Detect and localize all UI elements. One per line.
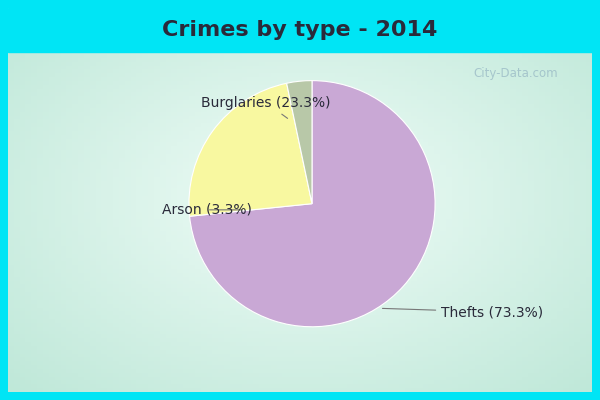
Text: Burglaries (23.3%): Burglaries (23.3%) [201, 96, 331, 118]
Wedge shape [190, 81, 435, 327]
Wedge shape [287, 81, 312, 204]
Text: City-Data.com: City-Data.com [474, 67, 559, 80]
Text: Crimes by type - 2014: Crimes by type - 2014 [163, 20, 437, 40]
Text: Arson (3.3%): Arson (3.3%) [162, 203, 252, 217]
Bar [8, 8, 592, 52]
Wedge shape [189, 83, 312, 216]
Text: Thefts (73.3%): Thefts (73.3%) [382, 305, 544, 319]
